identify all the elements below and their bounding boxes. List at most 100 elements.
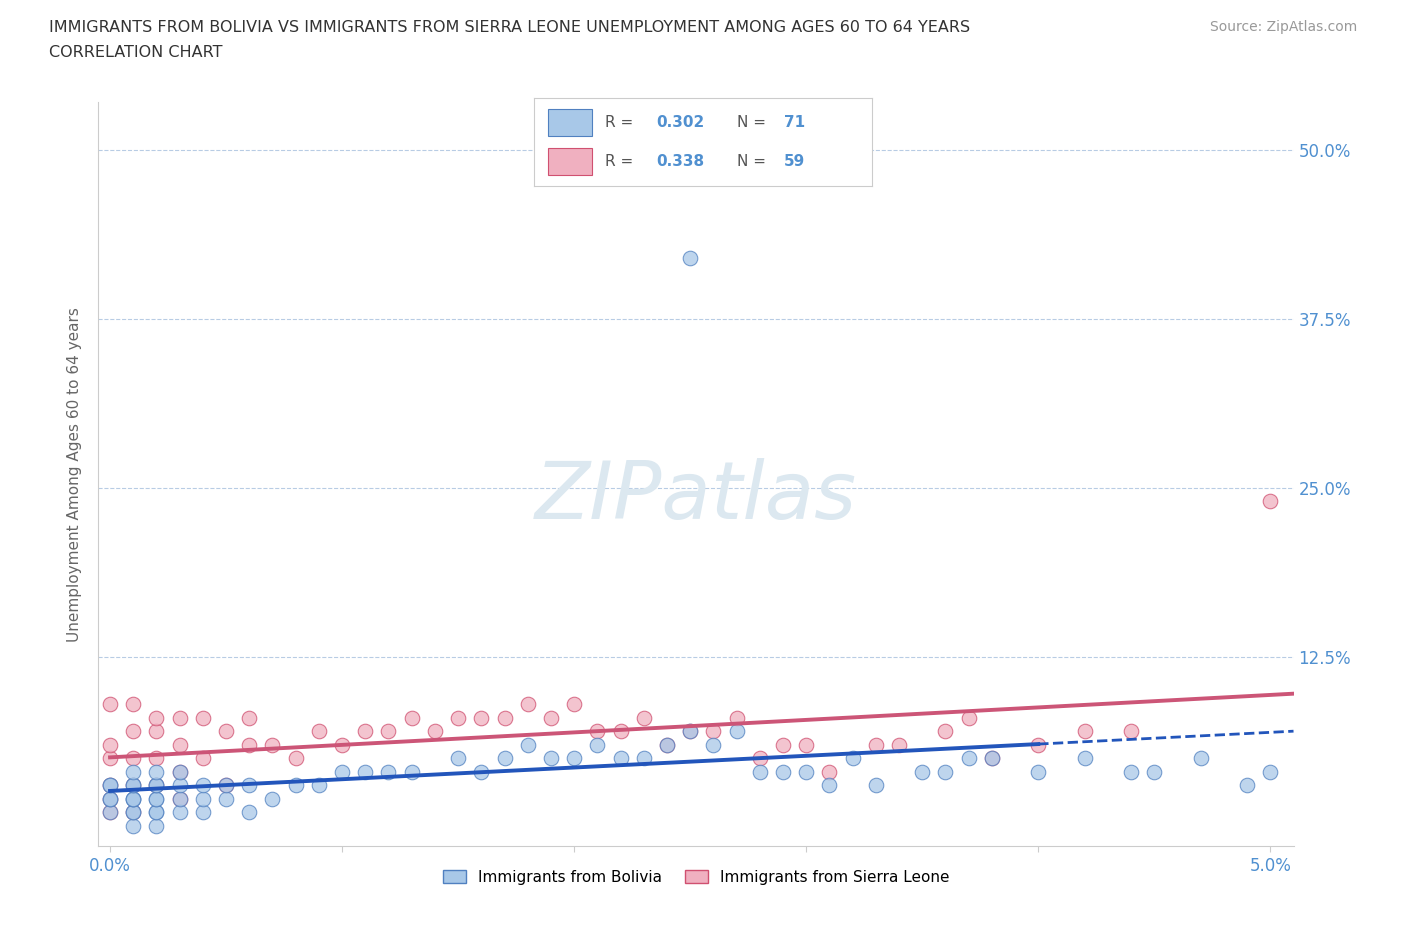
Point [865,737,887,752]
Point [516,737,538,752]
Point [1073,724,1095,738]
Point [540,711,562,725]
Point [122,805,145,820]
Point [145,791,167,806]
Point [122,791,145,806]
Point [887,737,910,752]
Point [586,737,609,752]
Point [122,778,145,793]
Point [957,751,980,765]
Point [516,697,538,711]
Point [609,724,631,738]
Point [98,805,121,820]
Point [772,737,794,752]
Point [122,764,145,779]
Point [122,697,145,711]
Point [980,751,1002,765]
Point [702,724,724,738]
Point [354,764,377,779]
Point [354,724,377,738]
Point [98,751,121,765]
Point [1189,751,1212,765]
Point [169,791,191,806]
Point [818,778,841,793]
Text: N =: N = [737,115,770,130]
Point [748,764,770,779]
Point [1236,778,1258,793]
Point [145,751,167,765]
Point [98,697,121,711]
Point [98,778,121,793]
Point [308,724,330,738]
Point [1026,764,1049,779]
Point [262,791,284,806]
Point [145,778,167,793]
Point [494,751,516,765]
Point [748,751,770,765]
Point [470,764,492,779]
Point [284,778,307,793]
Point [679,250,702,265]
Point [145,818,167,833]
Point [725,711,748,725]
Point [145,805,167,820]
Point [122,751,145,765]
Point [447,711,470,725]
Point [330,737,353,752]
Point [679,724,702,738]
Point [423,724,446,738]
Point [633,711,655,725]
Point [1026,737,1049,752]
Point [1143,764,1166,779]
Text: 0.302: 0.302 [655,115,704,130]
Text: 59: 59 [785,153,806,168]
Point [169,791,191,806]
Bar [548,148,592,175]
Point [191,805,214,820]
Point [772,764,794,779]
Point [586,724,609,738]
Point [215,778,238,793]
Point [98,737,121,752]
Point [98,791,121,806]
Point [122,724,145,738]
Point [702,737,724,752]
Point [609,751,631,765]
Point [145,805,167,820]
Text: 0.338: 0.338 [655,153,704,168]
Point [725,724,748,738]
Point [980,751,1002,765]
Legend: Immigrants from Bolivia, Immigrants from Sierra Leone: Immigrants from Bolivia, Immigrants from… [436,863,956,891]
Point [330,764,353,779]
Point [145,778,167,793]
Point [470,711,492,725]
Point [169,764,191,779]
Point [145,764,167,779]
Text: 71: 71 [785,115,806,130]
Point [215,778,238,793]
Point [957,711,980,725]
Point [1119,724,1142,738]
Point [447,751,470,765]
Point [262,737,284,752]
Point [169,805,191,820]
Point [238,737,260,752]
Point [308,778,330,793]
Point [122,818,145,833]
Point [238,711,260,725]
Point [1073,751,1095,765]
Point [401,711,423,725]
Point [377,764,399,779]
Point [401,764,423,779]
Point [238,805,260,820]
Point [238,778,260,793]
Point [655,737,678,752]
Point [655,737,678,752]
Text: N =: N = [737,153,770,168]
Point [169,778,191,793]
Point [934,724,956,738]
Point [794,737,817,752]
Point [145,724,167,738]
Point [633,751,655,765]
Point [911,764,934,779]
